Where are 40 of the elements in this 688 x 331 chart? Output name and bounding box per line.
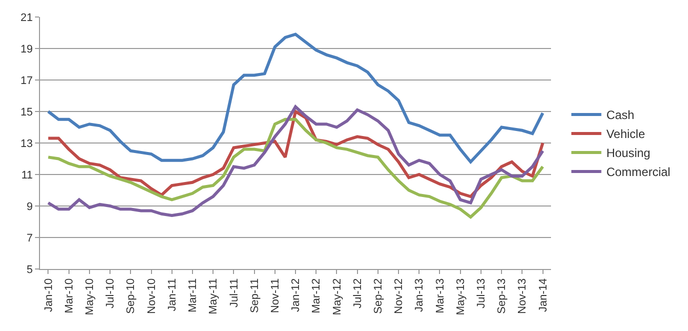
x-tick-label: Jul-10	[104, 278, 117, 308]
x-tick-label: Jul-12	[352, 278, 364, 308]
x-tick-label: Sep-12	[372, 278, 384, 314]
x-tick-label: Jan-12	[290, 278, 302, 312]
legend-label: Cash	[606, 108, 634, 122]
y-tick-label: 7	[26, 232, 33, 244]
x-tick-label: Nov-10	[146, 278, 158, 314]
y-tick-label: 11	[21, 169, 33, 182]
x-tick-label: May-12	[331, 278, 344, 316]
x-tick-label: Mar-13	[434, 278, 446, 314]
line-series	[46, 32, 544, 164]
y-tick-label: 15	[20, 106, 33, 118]
y-tick-label: 17	[20, 74, 33, 87]
x-tick-label: Sep-13	[496, 278, 508, 314]
y-tick-label: 5	[26, 264, 33, 276]
x-tick-label: May-13	[454, 278, 467, 316]
x-tick-label: Jan-13	[414, 278, 426, 312]
x-tick-label: May-10	[84, 278, 96, 316]
x-tick-label: Nov-13	[516, 278, 529, 314]
x-tick-label: Sep-10	[125, 278, 138, 314]
legend-label: Housing	[606, 146, 650, 160]
x-tick-label: Mar-10	[63, 278, 76, 314]
y-tick-label: 9	[26, 200, 33, 213]
x-tick-label: Jan-11	[166, 278, 178, 312]
legend-label: Vehicle	[606, 127, 646, 142]
x-tick-label: Mar-11	[187, 278, 200, 312]
y-tick-label: 21	[20, 12, 33, 24]
x-tick-label: Jul-11	[228, 278, 240, 308]
x-tick-label: Jul-13	[476, 278, 488, 308]
x-tick-label: Jan-10	[42, 278, 55, 312]
x-tick-label: Nov-11	[269, 278, 282, 314]
legend-label: Commercial	[606, 165, 670, 180]
x-tick-label: Jan-14	[537, 278, 550, 312]
y-tick-label: 13	[20, 138, 33, 150]
y-tick-label: 19	[20, 43, 33, 56]
line-series	[46, 110, 544, 198]
x-tick-label: May-11	[208, 278, 220, 314]
x-tick-label: Sep-11	[248, 278, 261, 314]
x-tick-label: Mar-12	[310, 278, 323, 314]
x-tick-label: Nov-12	[393, 278, 406, 314]
